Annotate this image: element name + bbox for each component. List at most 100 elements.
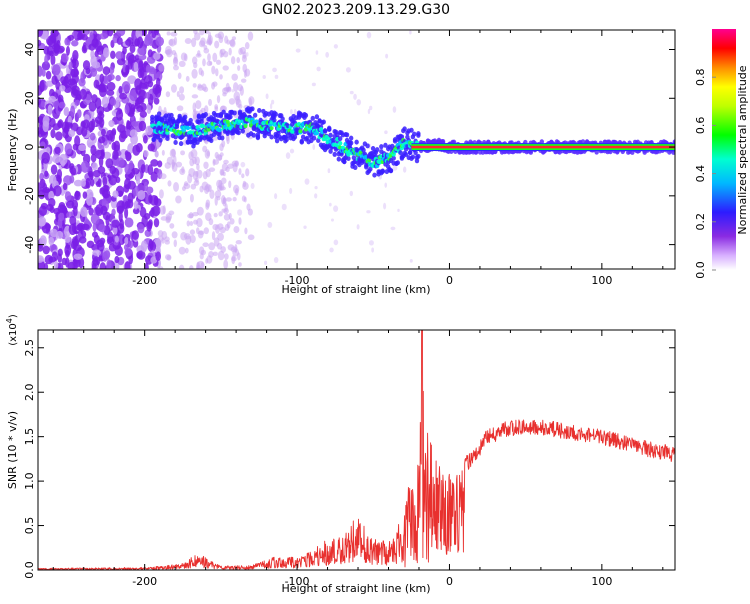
spectrogram-cell <box>147 49 153 58</box>
spectrogram-cell <box>48 117 56 128</box>
snr-ylabel: SNR (10 * v/v) <box>6 411 19 489</box>
colorbar-ticks: 0.0 0.2 0.4 0.6 0.8 <box>694 68 716 279</box>
spectrogram-cell <box>212 251 218 256</box>
spectrogram-cell <box>188 117 193 123</box>
spectrogram-cell <box>127 192 134 204</box>
spectrogram-cell <box>38 96 41 106</box>
snr-panel: -200 -100 0 100 0.0 0.5 1.0 1.5 2.0 2.5 Height of… <box>5 314 676 595</box>
spectrogram-cell <box>184 37 192 44</box>
spectrogram-cell <box>227 163 234 169</box>
spectrogram-cell <box>247 234 255 241</box>
spectrogram-cell <box>329 247 334 253</box>
spectrogram-cell <box>209 138 214 144</box>
spectrogram-cell <box>244 42 250 50</box>
spectrogram-cell <box>169 112 174 118</box>
spectrogram-cell <box>238 217 242 225</box>
spectrogram-cell <box>231 256 237 262</box>
spectrogram-cell <box>272 117 277 123</box>
spectrogram-cell <box>132 207 140 215</box>
spectrogram-cell <box>241 195 246 202</box>
spectrogram-cell <box>50 228 58 238</box>
spectrogram-cell <box>181 186 186 191</box>
spectrogram-cell <box>266 131 272 137</box>
spectrogram-cell <box>126 120 131 132</box>
spectrogram-cell <box>140 240 148 253</box>
spectrogram-cell <box>407 150 413 156</box>
spectrogram-cell <box>176 91 180 98</box>
spectrogram-cell <box>257 108 262 114</box>
spectrogram-cell <box>311 135 317 141</box>
spectrogram-cell <box>65 249 70 258</box>
spectrogram-cell <box>183 114 188 120</box>
spectrogram-cell <box>237 65 241 71</box>
spectrogram-cell <box>222 65 229 71</box>
spectrogram-cell <box>295 48 301 53</box>
spectrogram-cell <box>185 235 192 245</box>
spectrogram-cell <box>240 161 246 168</box>
snr-multiplier: (x104) <box>5 314 19 346</box>
spectrogram-cell <box>188 151 194 160</box>
spectrogram-cell <box>39 141 46 150</box>
snr-ytick-label: 1.5 <box>23 428 36 446</box>
spectrogram-cell <box>98 117 105 128</box>
spectrogram-cell <box>76 109 82 119</box>
spectrogram-cell <box>43 262 49 269</box>
spectrogram-cell <box>195 170 199 178</box>
spectrogram-frame <box>37 29 676 270</box>
spectrogram-ytick-label: 40 <box>23 43 36 57</box>
spectrogram-cell <box>91 94 98 103</box>
spectrogram-cell <box>124 237 129 245</box>
spectrogram-cell <box>113 225 118 235</box>
spectrogram-cell <box>245 168 250 177</box>
spectrogram-cell <box>70 166 77 176</box>
spectrogram-cell <box>410 154 416 160</box>
spectrogram-xtick-label: -200 <box>132 274 157 287</box>
spectrogram-cell <box>273 111 278 117</box>
spectrogram-cell <box>371 247 375 253</box>
spectrogram-cell <box>105 158 114 169</box>
spectrogram-cell <box>73 253 83 260</box>
spectrogram-cell <box>106 81 116 92</box>
spectrogram-cell <box>53 260 59 269</box>
spectrogram-cell <box>159 205 166 215</box>
spectrogram-cell <box>269 126 274 131</box>
spectrogram-cell <box>233 91 241 101</box>
spectrogram-cell <box>72 89 81 97</box>
spectrogram-cell <box>221 208 226 213</box>
colorbar-tick-label: 0.0 <box>694 261 707 279</box>
spectrogram-cell <box>328 132 333 138</box>
spectrogram-cell <box>353 165 358 171</box>
spectrogram-cell <box>145 125 153 136</box>
spectrogram-cell <box>201 83 207 91</box>
spectrogram-cell <box>99 262 107 269</box>
spectrogram-cell <box>158 266 164 269</box>
spectrogram-cell <box>92 249 102 256</box>
spectrogram-cell <box>226 39 230 45</box>
spectrogram-cell <box>129 129 138 138</box>
spectrogram-cell <box>292 134 298 140</box>
spectrogram-cell <box>155 134 160 140</box>
spectrogram-cell <box>85 177 91 189</box>
spectrogram-cell <box>217 127 222 133</box>
spectrogram-cell <box>221 109 226 115</box>
spectrogram-cell <box>38 30 44 38</box>
spectrogram-cell <box>128 240 134 249</box>
spectrogram-cell <box>109 97 117 106</box>
spectrogram-cell <box>220 48 226 55</box>
spectrogram-cell <box>208 218 214 226</box>
spectrogram-cell <box>185 75 190 82</box>
spectrogram-cell <box>215 224 220 234</box>
spectrogram-cell <box>97 178 102 188</box>
spectrogram-cell <box>281 203 287 211</box>
spectrogram-cell <box>155 36 165 47</box>
spectrogram-cell <box>214 106 219 112</box>
colorbar-tick-label: 0.8 <box>694 68 707 86</box>
spectrogram-cell <box>398 150 403 156</box>
spectrogram-cell <box>146 103 152 115</box>
spectrogram-cell <box>90 213 100 225</box>
spectrogram-cell <box>39 178 46 189</box>
spectrogram-cell <box>134 38 141 47</box>
spectrogram-cell <box>146 186 154 194</box>
